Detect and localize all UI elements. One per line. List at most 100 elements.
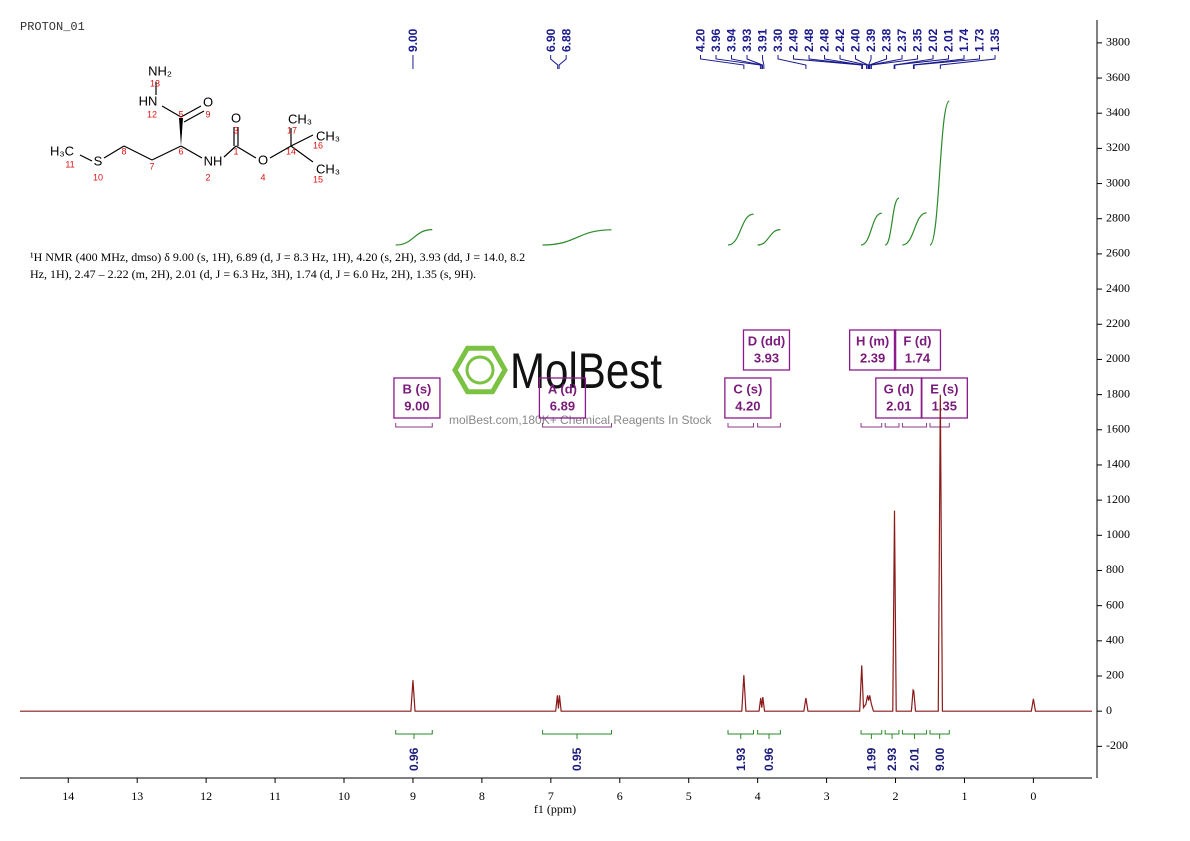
- spectrum: [20, 394, 1092, 712]
- atom-label: CH₃: [316, 128, 340, 143]
- peak-label: 2.38: [880, 28, 894, 52]
- y-tick-label: 600: [1106, 597, 1124, 611]
- integral-range: [757, 730, 781, 735]
- peak-connector: [868, 55, 872, 69]
- atom-number: 11: [65, 159, 74, 169]
- atom-label: NH₂: [148, 63, 172, 78]
- peak-label: 6.88: [559, 28, 573, 52]
- atom-label: HN: [139, 93, 158, 108]
- integral-curve: [542, 229, 612, 246]
- peak-connector: [913, 55, 981, 69]
- atom-number: 16: [313, 140, 323, 150]
- x-tick-label: 4: [755, 789, 761, 803]
- integral-curve: [727, 213, 754, 246]
- y-tick-label: 3000: [1106, 175, 1130, 189]
- multiplet-label: H (m): [856, 333, 889, 348]
- multiplet-shift: 2.39: [860, 350, 885, 365]
- y-tick-label: 1600: [1106, 422, 1130, 436]
- atom-number: 10: [93, 172, 103, 182]
- multiplet-range: [884, 423, 900, 428]
- peak-connector: [746, 55, 763, 69]
- atom-label: H₃C: [50, 143, 74, 158]
- integral-curve: [395, 229, 433, 246]
- atom-label: O: [231, 110, 241, 125]
- peak-connector: [912, 55, 965, 69]
- y-tick-label: 3600: [1106, 70, 1130, 84]
- atom-number: 7: [149, 161, 154, 171]
- atom-number: 2: [205, 172, 210, 182]
- peak-connector: [894, 55, 950, 69]
- atom-number: 17: [287, 125, 297, 135]
- atom-label: NH: [204, 153, 223, 168]
- peak-label: 1.74: [957, 28, 971, 52]
- y-tick-label: 200: [1106, 668, 1124, 682]
- atom-number: 14: [286, 146, 296, 156]
- y-tick-label: 1200: [1106, 492, 1130, 506]
- y-tick-label: 800: [1106, 562, 1124, 576]
- atom-number: 13: [150, 78, 160, 88]
- peak-label: 3.96: [709, 28, 723, 52]
- integral-curve: [757, 229, 781, 246]
- peak-connector: [731, 55, 763, 69]
- integral-label: 1.99: [865, 747, 879, 771]
- peak-label: 2.48: [818, 28, 832, 52]
- atom-number: 6: [178, 146, 183, 156]
- x-tick-label: 8: [479, 789, 485, 803]
- integral-curve: [860, 212, 882, 246]
- y-tick-label: 3400: [1106, 105, 1130, 119]
- nmr-description: ¹H NMR (400 MHz, dmso) δ 9.00 (s, 1H), 6…: [30, 250, 525, 264]
- peak-connector: [715, 55, 761, 69]
- x-tick-label: 13: [131, 789, 143, 803]
- peak-label: 2.35: [911, 28, 925, 52]
- peak-connector: [700, 55, 745, 69]
- peak-label: 2.40: [849, 28, 863, 52]
- x-axis-label: f1 (ppm): [534, 802, 576, 816]
- peak-label: 2.42: [833, 28, 847, 52]
- peak-connector: [868, 55, 888, 69]
- peak-label: 3.94: [725, 28, 739, 52]
- multiplet-range: [860, 423, 883, 428]
- x-tick-label: 0: [1030, 789, 1036, 803]
- integral-range: [395, 730, 433, 735]
- integral-label: 0.96: [407, 747, 421, 771]
- integral-range: [727, 730, 755, 735]
- atom-number: 1: [233, 146, 238, 156]
- peak-label: 2.37: [895, 28, 909, 52]
- integral-label: 1.93: [734, 747, 748, 771]
- peak-label: 9.00: [406, 28, 420, 52]
- peak-connector: [893, 55, 934, 69]
- peak-label: 6.90: [544, 28, 558, 52]
- peak-connector: [869, 55, 903, 69]
- peak-connector: [550, 55, 559, 69]
- multiplet-label: G (d): [884, 381, 914, 396]
- multiplet-label: D (dd): [748, 333, 786, 348]
- multiplet-box: [393, 377, 441, 419]
- peak-label: 2.48: [802, 28, 816, 52]
- y-tick-label: 2600: [1106, 246, 1130, 260]
- atom-label: O: [258, 152, 268, 167]
- y-tick-label: -200: [1106, 738, 1128, 752]
- multiplet-box: [538, 377, 587, 419]
- multiplet-range: [757, 423, 781, 428]
- peak-label: 2.39: [864, 28, 878, 52]
- nmr-description: Hz, 1H), 2.47 – 2.22 (m, 2H), 2.01 (d, J…: [30, 267, 476, 281]
- y-tick-label: 2400: [1106, 281, 1130, 295]
- x-tick-label: 12: [200, 789, 212, 803]
- multiplet-shift: 2.01: [886, 398, 911, 413]
- x-tick-label: 1: [961, 789, 967, 803]
- integral-curve: [884, 197, 900, 246]
- integral-label: 2.01: [908, 747, 922, 771]
- y-tick-label: 2000: [1106, 351, 1130, 365]
- peak-connector: [939, 55, 996, 69]
- multiplet-shift: 1.74: [905, 350, 931, 365]
- integral-range: [929, 730, 950, 735]
- molecule-bonds: [79, 82, 314, 163]
- multiplet-label: E (s): [930, 381, 958, 396]
- multiplet-label: F (d): [903, 333, 931, 348]
- y-tick-label: 2800: [1106, 210, 1130, 224]
- peak-label: 2.02: [926, 28, 940, 52]
- y-tick-label: 3200: [1106, 140, 1130, 154]
- peak-label: 1.73: [973, 28, 987, 52]
- peak-connector: [762, 55, 765, 69]
